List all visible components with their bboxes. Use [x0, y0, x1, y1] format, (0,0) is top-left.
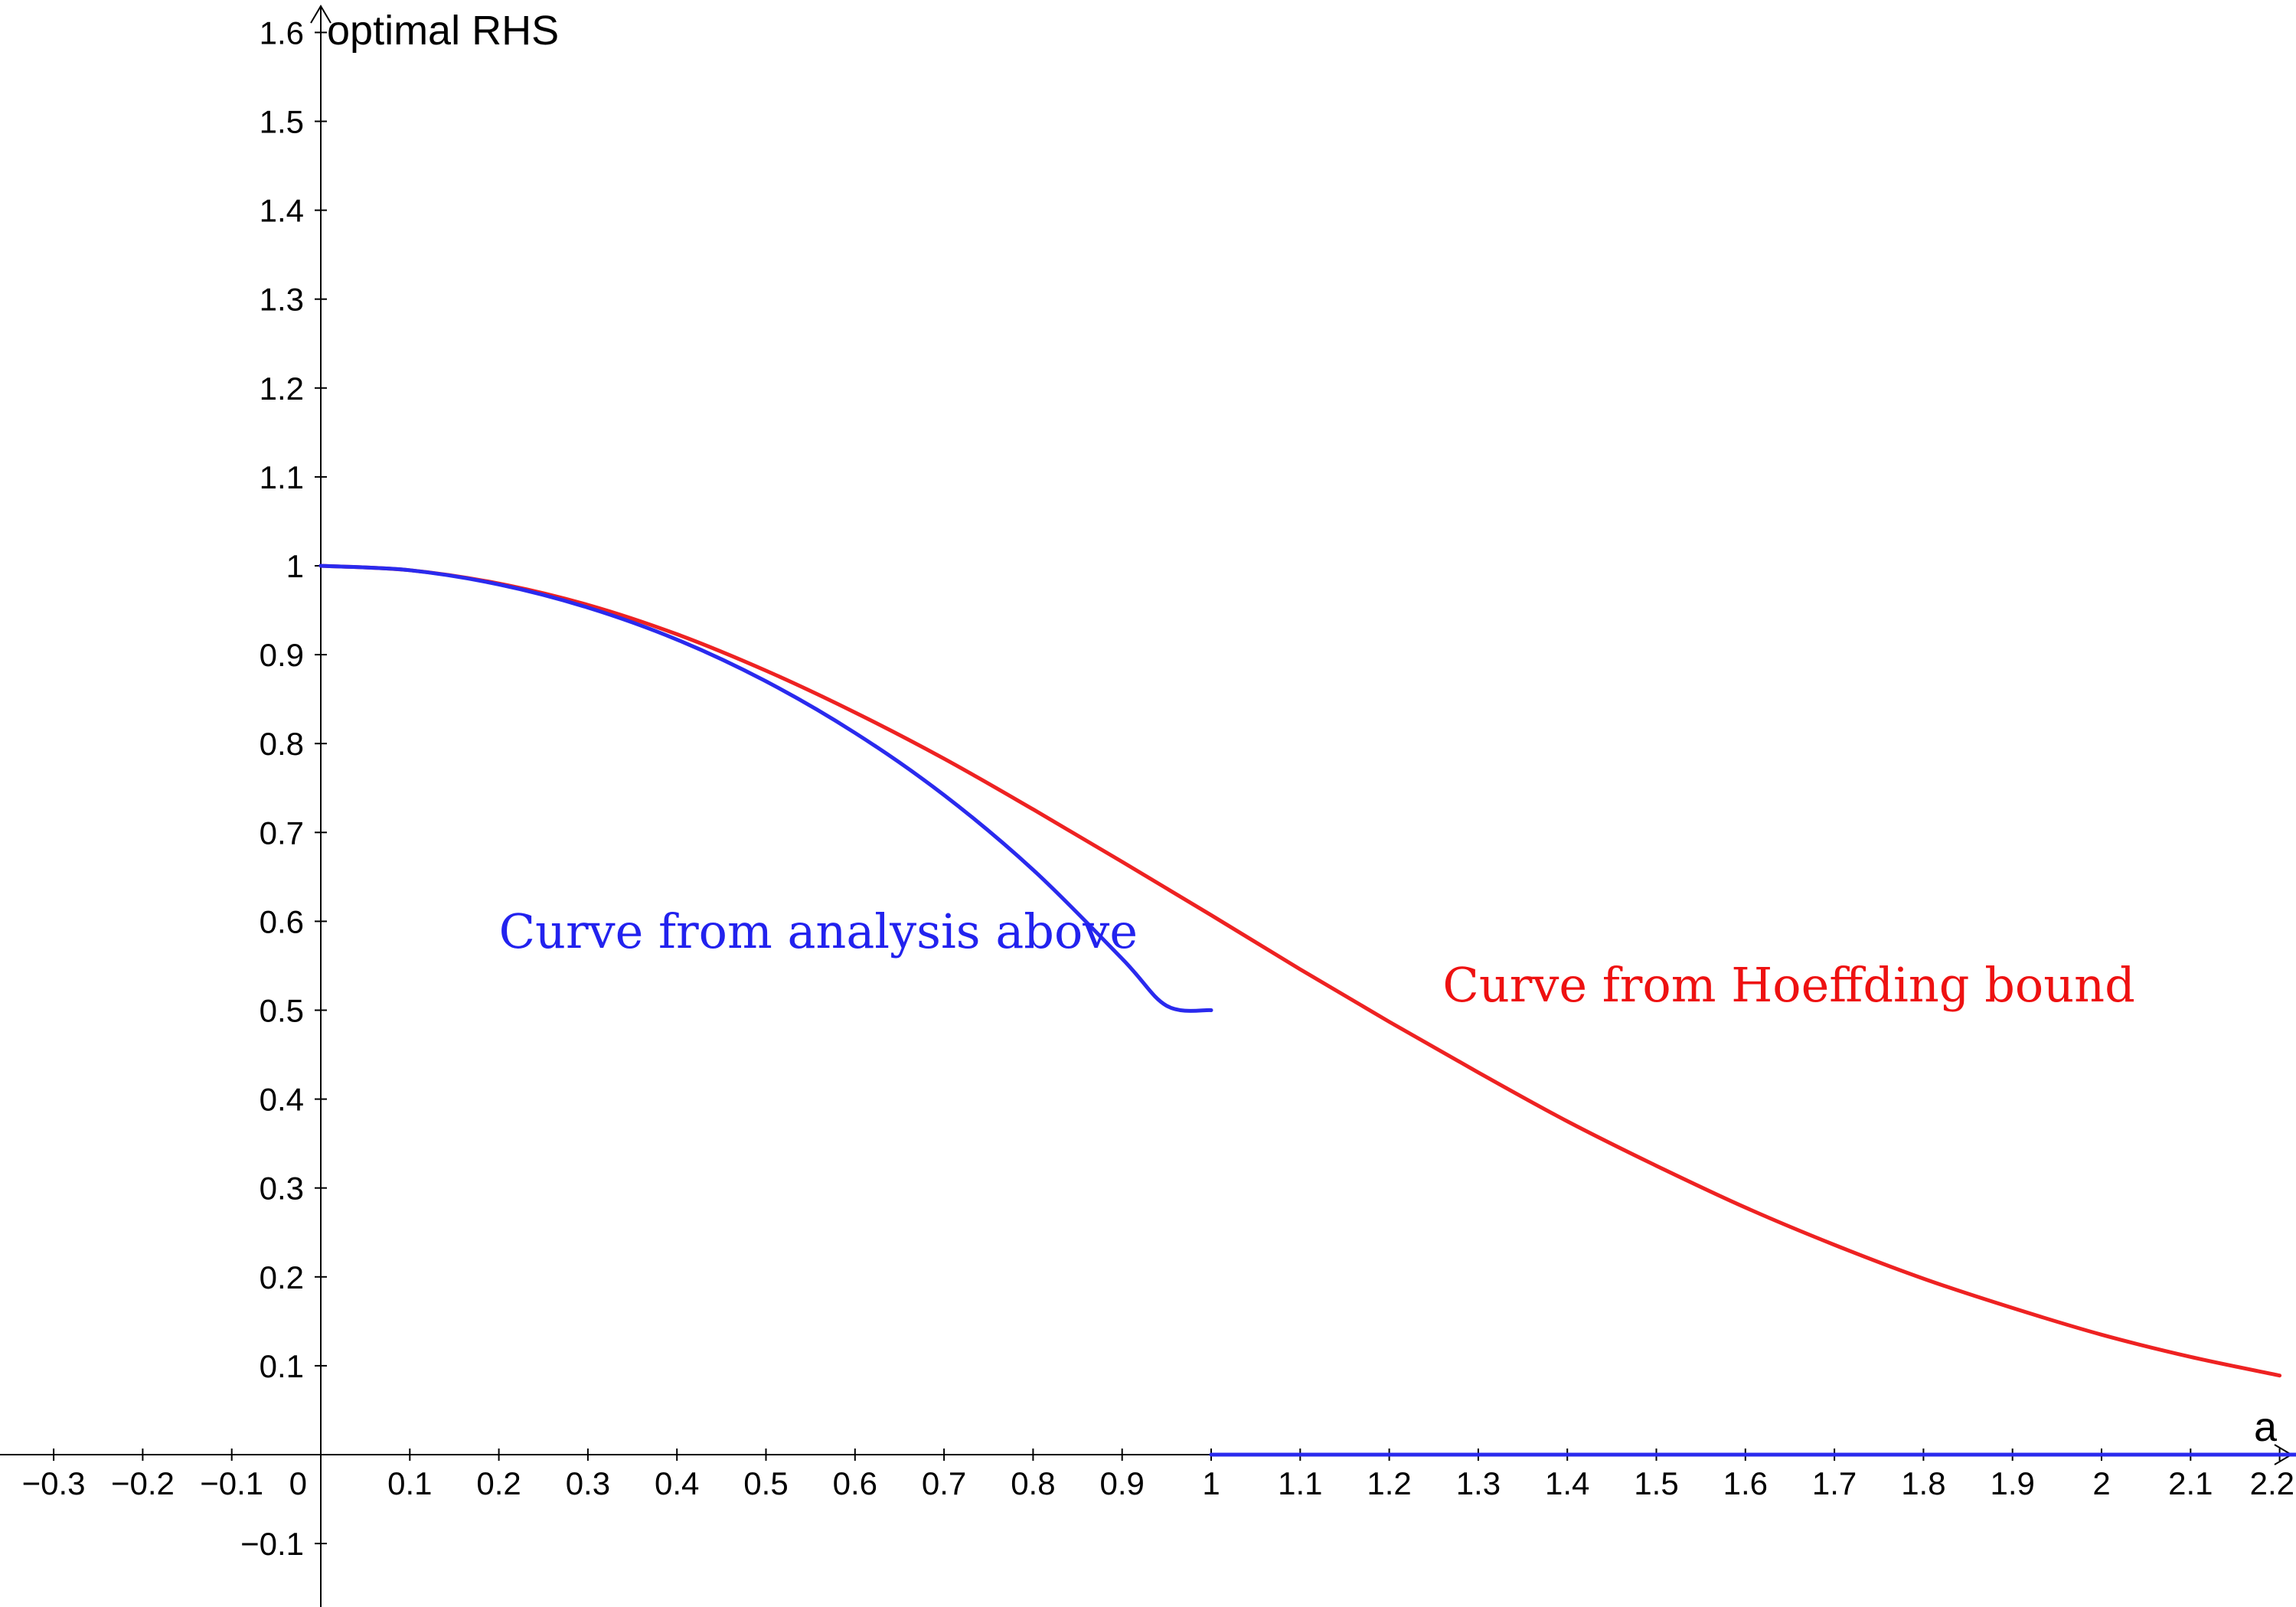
y-tick-label: 1.1 — [260, 459, 304, 495]
x-tick-label: 0.8 — [1011, 1465, 1055, 1501]
y-tick-label: 1.3 — [260, 282, 304, 318]
x-tick-label: 0.7 — [922, 1465, 966, 1501]
x-tick-label: 0.9 — [1100, 1465, 1145, 1501]
x-tick-label: 0.1 — [387, 1465, 432, 1501]
x-tick-label: 1.2 — [1367, 1465, 1411, 1501]
x-tick-label: 1.6 — [1723, 1465, 1768, 1501]
annotation-hoeffding: Curve from Hoeffding bound — [1442, 957, 2134, 1013]
y-tick-label: 0.8 — [260, 726, 304, 762]
x-tick-label: 0.5 — [743, 1465, 788, 1501]
y-tick-label: 0.7 — [260, 815, 304, 851]
y-tick-label: 0.1 — [260, 1348, 304, 1384]
annotation-analysis: Curve from analysis above — [499, 903, 1138, 959]
y-tick-label: −0.1 — [240, 1526, 304, 1562]
y-axis-arrow — [310, 5, 331, 24]
x-tick-label: 2 — [2092, 1465, 2110, 1501]
x-axis-ticks: −0.3 −0.2 −0.1 0 0.1 0.2 0.3 0.4 0.5 0.6 0.7 0.8 0.9… — [22, 1449, 2294, 1501]
y-tick-label: 0.4 — [260, 1082, 304, 1118]
x-tick-label: 0.6 — [833, 1465, 877, 1501]
x-tick-label: 1 — [1202, 1465, 1220, 1501]
y-tick-label: 1.5 — [260, 104, 304, 140]
y-tick-label: 1.6 — [260, 15, 304, 51]
x-tick-label: −0.2 — [111, 1465, 175, 1501]
series-line-hoeffding-curve — [318, 563, 2282, 1378]
x-tick-label: 0 — [289, 1465, 307, 1501]
y-tick-label: 0.3 — [260, 1171, 304, 1207]
y-tick-label: 0.9 — [260, 637, 304, 673]
x-tick-label: 1.8 — [1901, 1465, 1945, 1501]
series-line-analysis-curve — [318, 563, 1213, 1013]
x-tick-label: 1.3 — [1456, 1465, 1501, 1501]
x-tick-label: 1.4 — [1545, 1465, 1589, 1501]
y-tick-label: 1.2 — [260, 371, 304, 407]
x-tick-label: 1.7 — [1812, 1465, 1857, 1501]
x-tick-label: 0.4 — [655, 1465, 699, 1501]
y-tick-label: 1.4 — [260, 193, 304, 229]
y-axis-ticks: −0.1 0.1 0.2 0.3 0.4 0.5 0.6 0.7 0.8 0.9 1 1.1 1.2 1.… — [240, 15, 327, 1562]
x-tick-label: 1.1 — [1278, 1465, 1322, 1501]
annotation-layer: Curve from analysis above Curve from Hoef… — [499, 903, 2135, 1013]
x-tick-label: 1.9 — [1991, 1465, 2035, 1501]
y-tick-label: 1 — [286, 548, 304, 584]
y-tick-label: 0.5 — [260, 993, 304, 1029]
y-tick-label: 0.2 — [260, 1259, 304, 1295]
series-layer — [318, 563, 2296, 1457]
y-axis-title: optimal RHS — [327, 8, 559, 54]
x-tick-label: −0.1 — [200, 1465, 263, 1501]
x-tick-label: 0.2 — [476, 1465, 521, 1501]
axes — [0, 5, 2293, 1607]
x-tick-label: 2.1 — [2168, 1465, 2213, 1501]
x-tick-label: −0.3 — [22, 1465, 86, 1501]
x-tick-label: 0.3 — [566, 1465, 610, 1501]
x-tick-label: 2.2 — [2250, 1465, 2294, 1501]
y-tick-label: 0.6 — [260, 903, 304, 939]
x-tick-label: 1.5 — [1634, 1465, 1678, 1501]
x-axis-title: a — [2254, 1404, 2278, 1450]
